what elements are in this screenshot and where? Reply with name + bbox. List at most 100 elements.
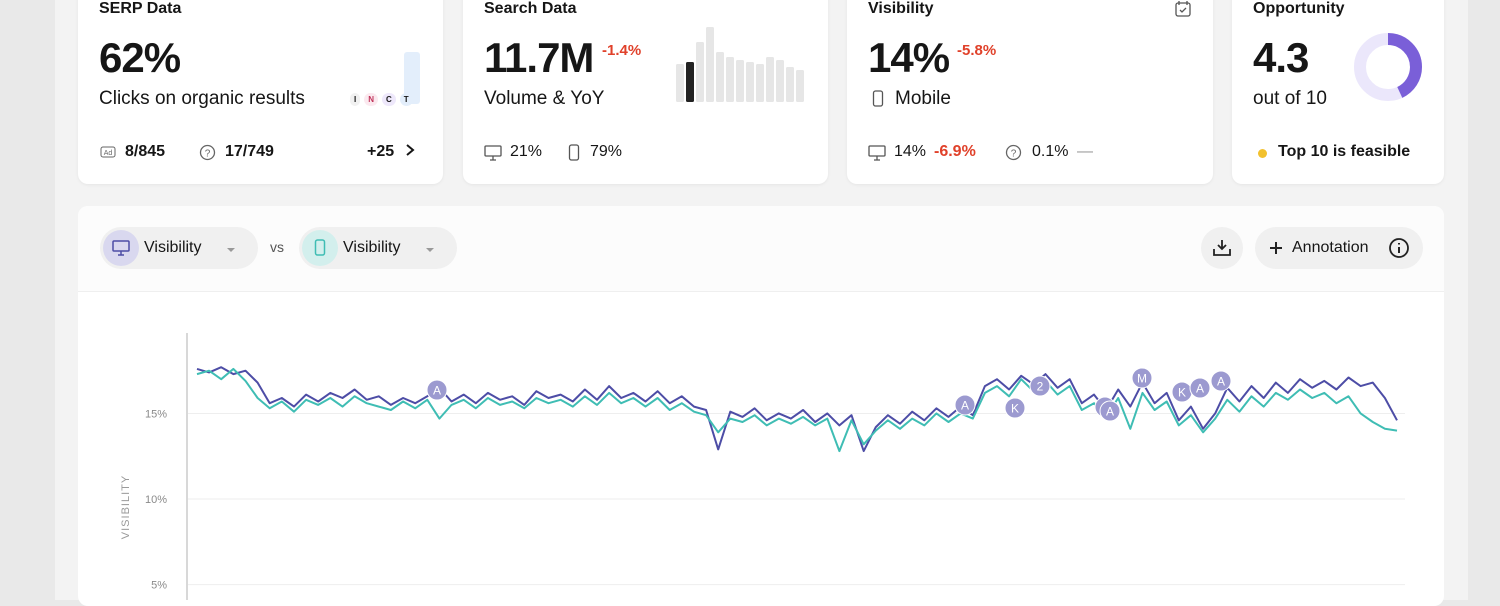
card-title: SERP Data	[99, 0, 182, 17]
annotation-label: Annotation	[1292, 239, 1369, 256]
trend-bar	[716, 52, 724, 102]
caption-max: 10	[1305, 88, 1327, 109]
annotation-label: K	[1011, 402, 1019, 416]
trend-bar	[676, 64, 684, 102]
card-caption: Clicks on organic results	[99, 88, 305, 109]
series-line	[196, 367, 1398, 453]
card-title: Search Data	[484, 0, 577, 17]
chart-panel: Visibility vs Visibility Annotation	[78, 206, 1444, 606]
mobile-share: 79%	[590, 143, 623, 160]
donut-arc	[1354, 33, 1422, 101]
trend-bar	[766, 57, 774, 102]
trend-bar	[686, 62, 694, 102]
chevron	[405, 144, 415, 156]
search-card[interactable]: Search Data 11.7M -1.4% Volume & YoY 21%…	[463, 0, 828, 184]
questions-change: —	[1077, 143, 1093, 160]
mobile-icon	[314, 239, 326, 256]
intent-badge: C	[382, 93, 396, 106]
export-button[interactable]	[1201, 227, 1243, 269]
ads-count: 8/845	[125, 143, 166, 160]
series-name: Visibility	[144, 239, 202, 256]
more-link[interactable]: +25	[367, 143, 417, 161]
annotation-marker	[1210, 370, 1232, 392]
trend-bar	[756, 64, 764, 102]
annotation-label: 2	[1037, 380, 1044, 394]
desktop-icon	[112, 240, 130, 256]
questions-count: 17/749	[225, 143, 274, 160]
desktop-share: 14%	[894, 143, 927, 160]
card-title: Visibility	[868, 0, 934, 17]
card-caption: out of 10	[1253, 88, 1327, 110]
card-change: -1.4%	[602, 42, 642, 59]
annotation-marker	[954, 394, 976, 416]
question-icon: ?	[1005, 144, 1022, 161]
intent-badge: I	[350, 93, 361, 106]
status-text: Top 10 is feasible	[1278, 143, 1411, 160]
card-value: 4.3	[1253, 34, 1309, 81]
y-axis-label: VISIBILITY	[120, 475, 132, 539]
intent-badge: N	[364, 93, 379, 106]
annotation-marker	[1099, 400, 1121, 422]
series-selector[interactable]: Visibility	[100, 227, 258, 269]
trend-bar	[776, 60, 784, 102]
serp-card[interactable]: SERP Data 62% Clicks on organic results …	[78, 0, 443, 184]
y-tick-label: 15%	[145, 408, 167, 420]
caption-text: out of	[1253, 88, 1301, 109]
trend-bar	[786, 67, 794, 102]
annotation-label: A	[961, 399, 969, 413]
annotation-button[interactable]: Annotation	[1255, 227, 1423, 269]
trend-bar	[736, 60, 744, 102]
plus-icon	[1270, 242, 1282, 254]
info-icon[interactable]	[1388, 237, 1410, 259]
trend-chart	[676, 27, 804, 102]
annotation-label: A	[1217, 375, 1225, 389]
card-title: Opportunity	[1253, 0, 1345, 17]
mobile-icon	[568, 144, 580, 161]
annotation-label: A	[1196, 382, 1204, 396]
annotation-marker	[1189, 377, 1211, 399]
desktop-share: 21%	[510, 143, 543, 160]
y-tick-label: 5%	[151, 580, 167, 592]
intent-share	[404, 52, 420, 104]
trend-bar	[796, 70, 804, 102]
toolbar: Visibility vs Visibility Annotation	[78, 206, 1444, 292]
desktop-change: -6.9%	[934, 143, 976, 160]
annotation-marker	[1029, 375, 1051, 397]
export-icon	[1213, 240, 1231, 256]
annotation-label: K	[1178, 386, 1186, 400]
annotation-label: A	[433, 384, 441, 398]
series-selector[interactable]: Visibility	[299, 227, 457, 269]
trend-bar	[726, 57, 734, 102]
questions-share: 0.1%	[1032, 143, 1069, 160]
trend-bar	[696, 42, 704, 102]
question-icon: ?	[199, 144, 216, 161]
annotation-marker	[426, 379, 448, 401]
svg-text:?: ?	[205, 149, 211, 160]
card-caption: Mobile	[895, 88, 951, 109]
trend-bar	[706, 27, 714, 102]
svg-text:?: ?	[1011, 149, 1017, 160]
card-caption: Volume & YoY	[484, 88, 605, 109]
card-value: 62%	[99, 34, 181, 81]
intent-badges: I N C T	[350, 93, 413, 106]
dropdown-caret	[426, 248, 434, 252]
trend-bar	[746, 62, 754, 102]
mobile-badge	[302, 230, 338, 266]
card-change: -5.8%	[957, 42, 997, 59]
mobile-icon	[872, 90, 884, 107]
opportunity-card[interactable]: Opportunity 4.3 out of 10 Top 10 is feas…	[1232, 0, 1444, 184]
annotation-label: M	[1137, 372, 1147, 386]
ads-icon: Ad	[100, 146, 116, 158]
vs-label: vs	[270, 239, 284, 255]
annotation-marker	[1131, 367, 1153, 389]
calendar-icon	[1175, 1, 1191, 17]
desktop-icon	[868, 145, 886, 161]
card-value: 14%	[868, 34, 950, 81]
y-tick-label: 10%	[145, 494, 167, 506]
visibility-card[interactable]: Visibility 14% -5.8% Mobile 14% -6.9% ? …	[847, 0, 1213, 184]
more-count: +25	[367, 143, 395, 160]
score-donut	[1354, 33, 1422, 101]
